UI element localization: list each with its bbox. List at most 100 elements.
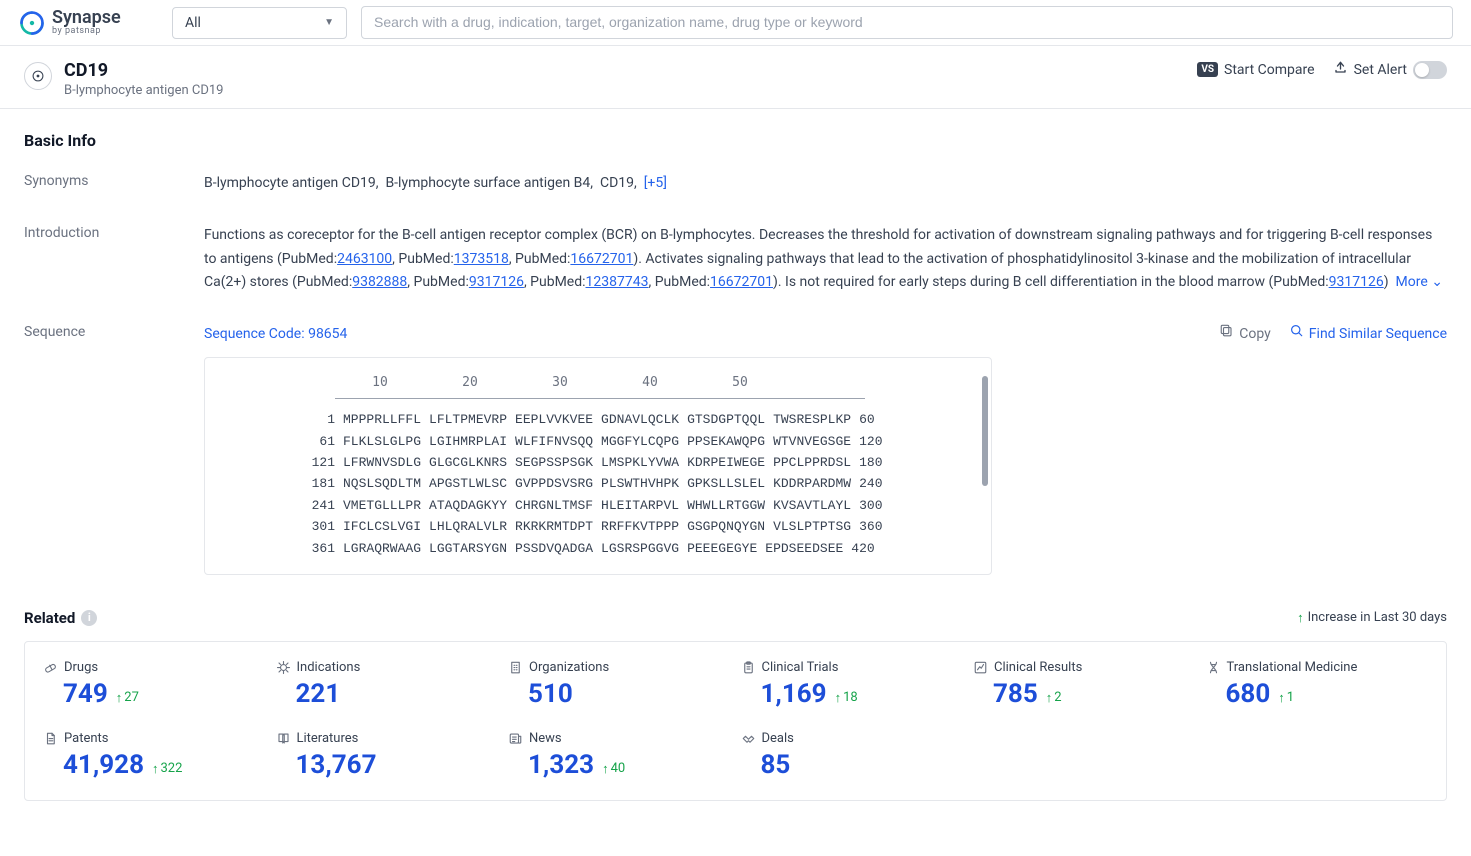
ruler-tick: 20 (425, 372, 515, 394)
stat-card[interactable]: Patents41,928↑322 (43, 731, 266, 780)
info-icon[interactable]: i (81, 610, 97, 626)
doc-icon (43, 731, 58, 746)
synonyms-body: B-lymphocyte antigen CD19, B-lymphocyte … (204, 172, 1447, 196)
seq-chunk: GVPPDSVSRG (515, 476, 593, 491)
seq-chunk: KVSAVTLAYL (773, 498, 851, 513)
seq-end: 60 (859, 412, 875, 427)
intro-text: , PubMed: (524, 274, 586, 290)
header-actions: VS Start Compare Set Alert (1197, 60, 1447, 79)
stat-label-text: Deals (762, 731, 794, 746)
label-sequence: Sequence (24, 323, 204, 575)
stat-delta-value: 18 (843, 690, 858, 705)
label-synonyms: Synonyms (24, 172, 204, 196)
seq-chunk: NQSLSQDLTM (343, 476, 421, 491)
seq-end: 180 (859, 455, 882, 470)
chevron-down-icon: ▼ (324, 17, 334, 28)
stat-label: Clinical Trials (741, 660, 964, 675)
sequence-line: 61FLKLSLGLPGLGIHMRPLAIWLFIFNVSQQMGGFYLCQ… (297, 431, 991, 452)
stat-card[interactable]: Translational Medicine680↑1 (1206, 660, 1429, 709)
seq-chunk: PEEEGEGYE (687, 541, 757, 556)
filter-select[interactable]: All ▼ (172, 7, 347, 39)
stat-label-text: Clinical Results (994, 660, 1082, 675)
seq-start: 301 (297, 516, 335, 537)
find-similar-label: Find Similar Sequence (1309, 323, 1447, 347)
search-input[interactable] (374, 14, 1440, 30)
seq-chunk: GLGCGLKNRS (429, 455, 507, 470)
start-compare-button[interactable]: VS Start Compare (1197, 62, 1314, 78)
synonyms-more[interactable]: [+5] (644, 175, 667, 191)
stat-card[interactable]: Drugs749↑27 (43, 660, 266, 709)
stat-value: 1,169 (761, 679, 827, 709)
brand-logo[interactable]: Synapse by patsnap (18, 9, 158, 37)
arrow-up-icon: ↑ (602, 761, 609, 777)
stat-label-text: Patents (64, 731, 109, 746)
pubmed-link[interactable]: 9317126 (1329, 274, 1384, 290)
chart-icon (973, 660, 988, 675)
stat-label: Indications (276, 660, 499, 675)
scrollbar-thumb[interactable] (982, 376, 988, 486)
stat-card[interactable]: News1,323↑40 (508, 731, 731, 780)
seq-chunk: LGSRSPGGVG (601, 541, 679, 556)
seq-chunk: LGRAQRWAAG (343, 541, 421, 556)
stat-value: 785 (993, 679, 1038, 709)
stat-card[interactable]: Literatures13,767 (276, 731, 499, 780)
stat-value: 510 (528, 679, 573, 709)
arrow-up-icon: ↑ (835, 690, 842, 706)
label-introduction: Introduction (24, 224, 204, 295)
stat-delta-value: 27 (124, 690, 139, 705)
start-compare-label: Start Compare (1224, 62, 1315, 78)
seq-chunk: WHWLLRTGGW (687, 498, 765, 513)
find-similar-button[interactable]: Find Similar Sequence (1289, 323, 1447, 347)
seq-chunk: LFLTPMEVRP (429, 412, 507, 427)
pubmed-link[interactable]: 16672701 (570, 251, 633, 267)
copy-button[interactable]: Copy (1219, 323, 1271, 347)
content: Basic Info Synonyms B-lymphocyte antigen… (0, 109, 1471, 823)
intro-text: , PubMed: (509, 251, 571, 267)
topbar: Synapse by patsnap All ▼ (0, 0, 1471, 46)
seq-chunk: CHRGNLTMSF (515, 498, 593, 513)
sequence-code-link[interactable]: Sequence Code: 98654 (204, 323, 347, 347)
pubmed-link[interactable]: 2463100 (337, 251, 392, 267)
alert-toggle[interactable] (1413, 61, 1447, 79)
seq-chunk: VLSLPTPTSG (773, 519, 851, 534)
stat-card[interactable]: Organizations510 (508, 660, 731, 709)
search-box[interactable] (361, 6, 1453, 39)
stat-label: Literatures (276, 731, 499, 746)
pubmed-link[interactable]: 1373518 (454, 251, 509, 267)
arrow-up-icon: ↑ (116, 690, 123, 706)
intro-text: , PubMed: (407, 274, 469, 290)
seq-start: 241 (297, 495, 335, 516)
pubmed-link[interactable]: 9317126 (469, 274, 524, 290)
seq-chunk: APGSTLWLSC (429, 476, 507, 491)
stat-card[interactable]: Deals85 (741, 731, 964, 780)
pubmed-link[interactable]: 16672701 (710, 274, 773, 290)
seq-chunk: PPSEKAWQPG (687, 434, 765, 449)
section-title-basic-info: Basic Info (24, 131, 1447, 150)
stat-label-text: Translational Medicine (1227, 660, 1358, 675)
seq-chunk: EPDSEEDSEE (765, 541, 843, 556)
pubmed-link[interactable]: 9382888 (352, 274, 407, 290)
intro-more-link[interactable]: More ⌄ (1392, 274, 1443, 290)
stat-label-text: Drugs (64, 660, 98, 675)
stat-label: Deals (741, 731, 964, 746)
stat-label: Clinical Results (973, 660, 1196, 675)
pubmed-link[interactable]: 12387743 (586, 274, 649, 290)
row-synonyms: Synonyms B-lymphocyte antigen CD19, B-ly… (24, 172, 1447, 196)
stat-card[interactable]: Clinical Results785↑2 (973, 660, 1196, 709)
stat-label-text: Clinical Trials (762, 660, 839, 675)
stat-value: 221 (296, 679, 341, 709)
intro-text: ) (1384, 274, 1389, 290)
introduction-body: Functions as coreceptor for the B-cell a… (204, 224, 1447, 295)
row-introduction: Introduction Functions as coreceptor for… (24, 224, 1447, 295)
seq-chunk: EEPLVVKVEE (515, 412, 593, 427)
stat-card[interactable]: Indications 221 (276, 660, 499, 709)
copy-label: Copy (1239, 323, 1271, 347)
set-alert-button[interactable]: Set Alert (1333, 60, 1447, 79)
seq-chunk: GSGPQNQYGN (687, 519, 765, 534)
brand-byline: by patsnap (52, 27, 121, 36)
ruler-tick: 10 (335, 372, 425, 394)
stat-card[interactable]: Clinical Trials 1,169 ↑18 (741, 660, 964, 709)
sequence-lines: 1MPPPRLLFFLLFLTPMEVRPEEPLVVKVEEGDNAVLQCL… (205, 409, 991, 559)
stat-label-text: Literatures (297, 731, 359, 746)
stat-label-text: Indications (297, 660, 361, 675)
